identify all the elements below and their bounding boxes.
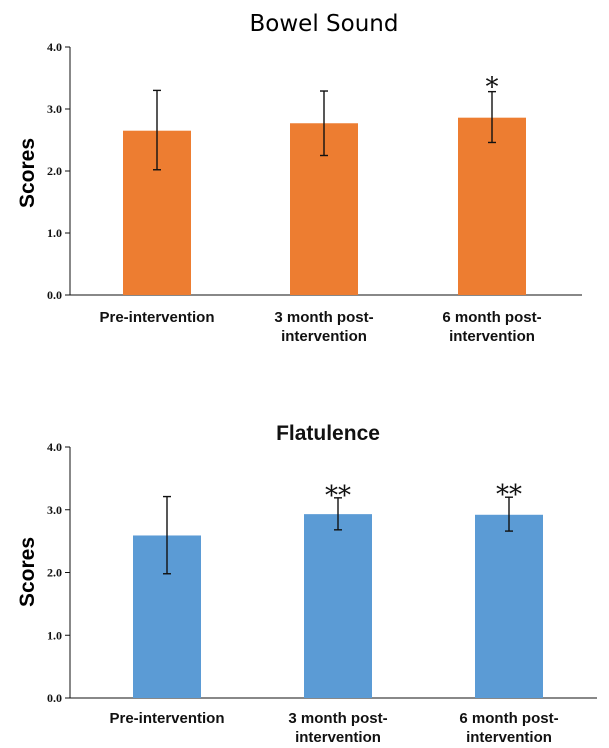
y-tick-label: 4.0 [47,440,62,454]
x-tick-label: 6 month post-intervention [459,710,558,746]
y-tick-label: 2.0 [47,566,62,580]
plot-area-flatulence: 0.0 1.0 2.0 3.0 4.0 Pre-intervention ** 3 month… [47,440,597,746]
significance-marker: ** [496,480,522,510]
plot-area-bowel-sound: 0.0 1.0 2.0 3.0 4.0 Pre-intervention 3 month p… [47,40,582,345]
x-tick-label: Pre-intervention [109,710,224,727]
chart-title-bowel-sound: Bowel Sound [250,11,399,37]
x-tick-label-line: 6 month post- [459,710,558,727]
y-tick-label: 3.0 [47,102,62,116]
x-tick-label-line: 3 month post- [274,309,373,326]
x-tick-label-line: intervention [295,729,381,746]
y-tick-label: 4.0 [47,40,62,54]
x-tick-label: 3 month post-intervention [288,710,387,746]
significance-marker: * [486,73,499,103]
y-axis-label-bowel-sound: Scores [16,138,39,208]
x-tick-label: 6 month post-intervention [442,309,541,345]
x-tick-label-line: Pre-intervention [99,309,214,326]
bar-2 [304,514,372,698]
y-axis-label-flatulence: Scores [16,537,39,607]
x-tick-label-line: intervention [281,328,367,345]
chart-flatulence: Flatulence Scores 0.0 1.0 2.0 3.0 4.0 Pre-int… [16,422,597,746]
x-tick-label-line: intervention [466,729,552,746]
y-tick-label: 1.0 [47,628,62,642]
y-tick-label: 3.0 [47,503,62,517]
y-tick-label: 0.0 [47,288,62,302]
y-tick-label: 1.0 [47,226,62,240]
x-tick-label-line: 6 month post- [442,309,541,326]
significance-marker: ** [325,481,351,511]
chart-bowel-sound: Bowel Sound Scores 0.0 1.0 2.0 3.0 4.0 Pre-in… [16,11,582,345]
x-tick-label-line: Pre-intervention [109,710,224,727]
x-tick-label: 3 month post-intervention [274,309,373,345]
x-tick-label: Pre-intervention [99,309,214,326]
x-tick-label-line: 3 month post- [288,710,387,727]
y-tick-label: 2.0 [47,164,62,178]
bar-3 [458,117,526,296]
x-tick-label-line: intervention [449,328,535,345]
bar-3 [475,514,543,698]
chart-title-flatulence: Flatulence [276,422,380,445]
y-tick-label: 0.0 [47,691,62,705]
